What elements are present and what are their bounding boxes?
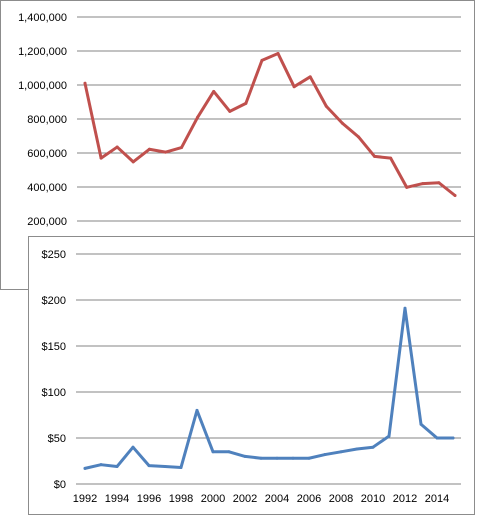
data-point [387,434,391,438]
y-tick-label: $50 [48,433,66,445]
data-point [323,453,327,457]
data-point [131,445,135,449]
x-tick-label: 2000 [201,493,225,505]
data-point [212,89,216,93]
y-tick-label: 600,000 [27,148,67,160]
y-tick-label: 1,000,000 [18,80,67,92]
data-point [195,408,199,412]
x-tick-label: 1996 [137,493,161,505]
data-point [389,156,393,160]
data-point [259,456,263,460]
data-point [227,450,231,454]
data-point [115,145,119,149]
y-tick-label: $100 [42,387,66,399]
data-point [437,181,441,185]
data-point [421,182,425,186]
data-point [99,156,103,160]
data-point [292,85,296,89]
bottom-line-chart: $0 $50 $100 $150 $200 $250 1992 1994 1996 1998 200… [42,249,461,505]
data-point [276,52,280,56]
data-point [435,436,439,440]
data-point [419,422,423,426]
data-point [180,146,184,150]
data-point [371,445,375,449]
data-point [228,109,232,113]
data-point [147,464,151,468]
data-point [339,450,343,454]
x-tick-label: 2002 [233,493,257,505]
data-point [308,75,312,79]
y-tick-label: 400,000 [27,182,67,194]
data-point [291,456,295,460]
data-point [324,104,328,108]
data-point [355,447,359,451]
data-point [83,81,87,85]
data-point [356,135,360,139]
data-point [403,306,407,310]
data-point [99,463,103,467]
x-tick-label: 2004 [265,493,289,505]
data-point [340,121,344,125]
x-tick-label: 1992 [73,493,97,505]
y-tick-label: 800,000 [27,114,67,126]
y-tick-label: $150 [42,341,66,353]
x-tick-label: 2012 [393,493,417,505]
data-point [373,154,377,158]
y-tick-label: 200,000 [27,216,67,228]
x-tick-label: 1994 [105,493,129,505]
x-tick-label: 2006 [297,493,321,505]
x-tick-label: 1998 [169,493,193,505]
data-point [244,101,248,105]
data-point [115,465,119,469]
y-tick-label: 1,400,000 [18,12,67,24]
data-point [179,465,183,469]
series-line [83,306,455,470]
data-point [260,58,264,62]
top-line-chart: 200,000 400,000 600,000 800,000 1,000,000 1,2… [18,12,461,228]
y-tick-label: $250 [42,249,66,261]
data-point [163,465,167,469]
data-point [453,194,457,197]
data-point [163,150,167,154]
data-point [307,456,311,460]
data-point [147,147,151,151]
y-tick-label: $200 [42,295,66,307]
y-tick-label: $0 [54,479,66,491]
data-point [83,466,87,470]
data-point [405,185,409,189]
data-point [275,456,279,460]
x-tick-label: 2008 [329,493,353,505]
data-point [211,450,215,454]
data-point [131,160,135,164]
data-point [196,115,200,119]
series-line [83,52,457,197]
x-tick-label: 2010 [361,493,385,505]
data-point [451,436,455,440]
y-tick-label: 1,200,000 [18,46,67,58]
data-point [243,454,247,458]
x-tick-label: 2014 [425,493,449,505]
bottom-chart-panel: $0 $50 $100 $150 $200 $250 1992 1994 1996 1998 200… [28,236,475,515]
